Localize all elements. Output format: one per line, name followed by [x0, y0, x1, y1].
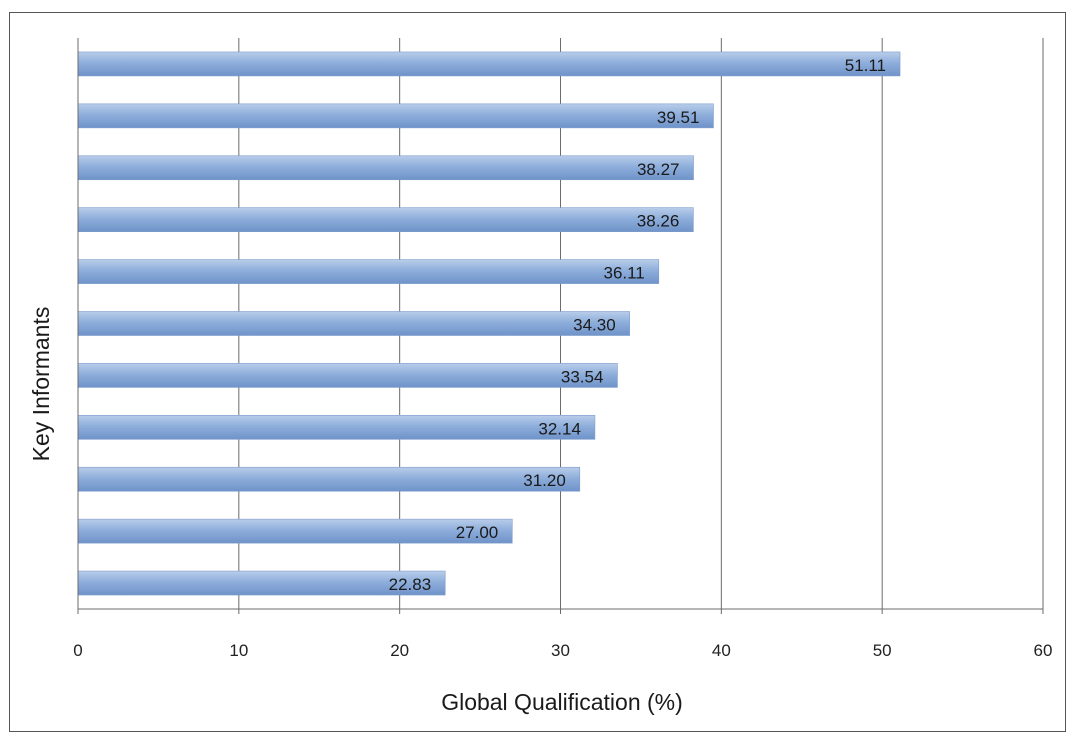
x-tick-label: 40 [712, 641, 731, 660]
x-tick-label: 10 [229, 641, 248, 660]
bar-value-label: 38.27 [637, 160, 680, 179]
bar-value-label: 32.14 [538, 419, 581, 438]
x-tick-label: 50 [873, 641, 892, 660]
x-tick-label: 60 [1034, 641, 1053, 660]
bar [78, 467, 580, 491]
bar-value-label: 39.51 [657, 108, 700, 127]
bar [78, 104, 713, 128]
bar-value-label: 36.11 [603, 264, 644, 283]
bar-value-label: 31.20 [523, 471, 566, 490]
bar-value-label: 22.83 [389, 575, 432, 594]
bar-value-label: 34.30 [573, 316, 616, 335]
tick-labels: 0 10 20 30 40 50 60 [73, 641, 1052, 660]
bar [78, 415, 595, 439]
x-tick-label: 30 [551, 641, 570, 660]
bar [78, 312, 630, 336]
x-tick-label: 20 [390, 641, 409, 660]
y-axis-title: Key Informants [28, 307, 54, 462]
bar [78, 363, 617, 387]
bar-value-label: 27.00 [456, 523, 499, 542]
bar [78, 52, 900, 76]
bar-value-label: 51.11 [845, 56, 886, 75]
bar-value-label: 38.26 [637, 212, 680, 231]
bar [78, 519, 512, 543]
bar-value-label: 33.54 [561, 367, 604, 386]
bar [78, 208, 693, 232]
x-tick-label: 0 [73, 641, 82, 660]
x-axis-title: Global Qualification (%) [441, 689, 683, 715]
bar [78, 260, 659, 284]
bar [78, 156, 694, 180]
bars: 51.11 39.51 38.27 38.26 36.11 34.30 33.54 32.14… [78, 52, 900, 595]
